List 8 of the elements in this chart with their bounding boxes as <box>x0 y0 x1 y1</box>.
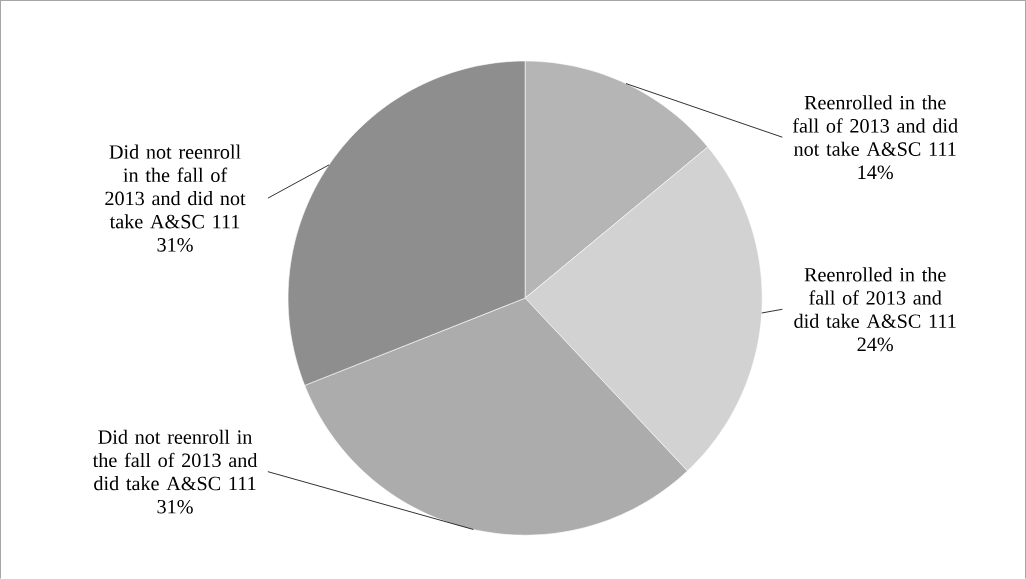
slice-label: Reenrolled in the fall of 2013 and did not take A&SC 111 <box>792 95 958 156</box>
data-label: 31% <box>157 499 193 514</box>
data-label: 31% <box>157 237 193 252</box>
slice-label: Did not reenroll in the fall of 2013 and did take A&SC 111 <box>92 429 258 491</box>
data-label: 24% <box>857 337 893 352</box>
slice-label: Reenrolled in the fall of 2013 and did take A&SC 111 <box>794 267 956 328</box>
data-label: 14% <box>858 165 893 180</box>
slice-label: Did not reenroll in the fall of 2013 and did not take A&SC 111 <box>105 144 246 229</box>
